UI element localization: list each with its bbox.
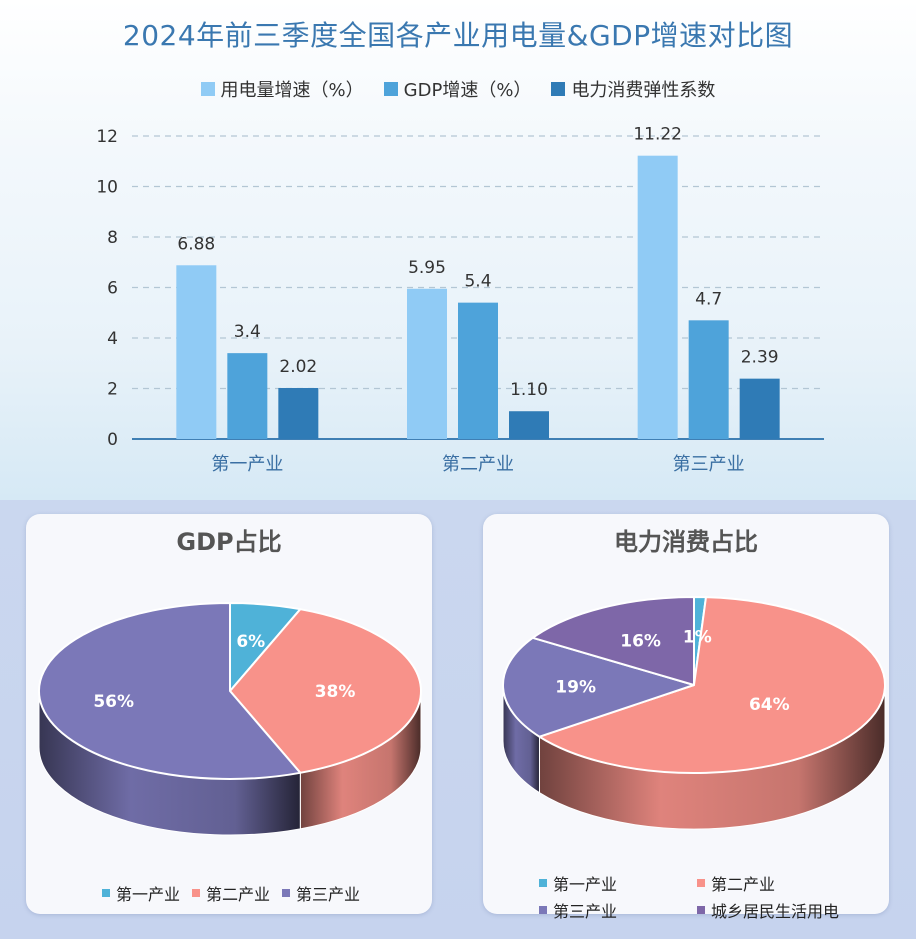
pie-legend-item-1: 第二产业 xyxy=(697,871,775,895)
bar-2-0 xyxy=(278,387,319,439)
pie-legend-swatch xyxy=(539,879,547,887)
bar-1-1 xyxy=(458,302,498,439)
legend-label: GDP增速（%） xyxy=(403,80,532,101)
pie-legend-swatch xyxy=(697,906,705,914)
bar-value-label: 2.02 xyxy=(279,357,317,377)
legend-item-2: 电力消费弹性系数 xyxy=(551,76,715,102)
legend-label: 用电量增速（%） xyxy=(220,80,364,101)
pie-value-label: 56% xyxy=(93,692,134,712)
pie-slice-1 xyxy=(229,608,422,774)
bar-value-label: 4.7 xyxy=(695,289,722,309)
pie-legend-item-3: 城乡居民生活用电 xyxy=(697,898,839,922)
bar-2-2 xyxy=(739,378,780,439)
power-share-card: 电力消费占比 1% 64% 19% 16% 第一产业 第二产业第三产业 城乡居民生活用电 xyxy=(483,514,889,921)
bar-value-label: 2.39 xyxy=(741,348,779,368)
gdp-share-pie: 6% 38% 56% xyxy=(38,602,422,836)
y-tick-label: 6 xyxy=(107,279,118,299)
pie-legend-swatch xyxy=(697,879,705,887)
bar-chart-legend: 用电量增速（%） GDP增速（%） 电力消费弹性系数 xyxy=(0,76,916,102)
bar-value-label: 3.4 xyxy=(234,322,261,342)
gdp-share-card: GDP占比 6% 38% 56% 第一产业 第二产业 第三产业 xyxy=(26,514,432,914)
y-tick-label: 10 xyxy=(96,178,118,198)
legend-item-0: 用电量增速（%） xyxy=(200,76,364,102)
pie-legend-item-2: 第三产业 xyxy=(539,898,617,922)
bar-chart-panel: 2024年前三季度全国各产业用电量&GDP增速对比图 用电量增速（%） GDP增速… xyxy=(0,0,916,500)
bar-value-label: 11.22 xyxy=(633,125,682,145)
legend-label: 电力消费弹性系数 xyxy=(571,80,716,101)
x-category-label: 第三产业 xyxy=(673,454,745,475)
x-category-label: 第二产业 xyxy=(442,454,514,475)
legend-swatch xyxy=(200,82,215,96)
pie-legend-label: 第一产业 xyxy=(553,875,618,894)
y-tick-label: 12 xyxy=(96,127,118,147)
y-tick-label: 2 xyxy=(107,380,118,400)
chart-title: 2024年前三季度全国各产业用电量&GDP增速对比图 xyxy=(122,19,794,52)
pie-legend-item-0: 第一产业 xyxy=(539,871,617,895)
bar-1-0 xyxy=(227,353,268,439)
bar-0-2 xyxy=(637,155,678,439)
bar-value-label: 6.88 xyxy=(177,234,215,254)
power-share-title: 电力消费占比 xyxy=(614,528,758,556)
power-share-pie: 1% 64% 19% 16% xyxy=(502,596,886,830)
pie-legend-swatch xyxy=(192,889,200,897)
x-category-label: 第一产业 xyxy=(211,454,283,475)
bar-value-label: 5.95 xyxy=(408,258,446,278)
pie-slice-3 xyxy=(531,596,695,686)
bar-chart: 0 2 4 6 8 10 12 6.88 3.4 2.02 第一产业 5.95 5.4 1.10 第二产业 1… xyxy=(96,125,824,475)
bar-0-0 xyxy=(176,265,217,439)
pie-slice-1 xyxy=(538,596,886,774)
legend-swatch xyxy=(383,82,398,96)
pie-value-label: 1% xyxy=(683,628,712,648)
pie-legend-swatch xyxy=(282,889,290,897)
pie-slice-2 xyxy=(38,602,302,780)
pie-value-label: 19% xyxy=(555,678,596,698)
legend-item-1: GDP增速（%） xyxy=(383,76,532,102)
pie-legend-label: 第三产业 xyxy=(553,902,618,921)
y-tick-label: 0 xyxy=(107,430,118,450)
pie-value-label: 6% xyxy=(236,632,265,652)
gdp-share-title: GDP占比 xyxy=(176,528,282,556)
pie-legend-swatch xyxy=(539,906,547,914)
pie-legend-item-1: 第二产业 xyxy=(192,881,270,905)
bar-value-label: 5.4 xyxy=(464,272,491,292)
pie-value-label: 38% xyxy=(315,682,356,702)
pie-legend-label: 第一产业 xyxy=(116,885,181,904)
pie-legend-item-0: 第一产业 xyxy=(102,881,180,905)
y-tick-label: 8 xyxy=(107,228,118,248)
bar-1-2 xyxy=(688,320,729,439)
pie-slice-2 xyxy=(502,636,695,738)
bar-0-1 xyxy=(407,288,447,439)
legend-swatch xyxy=(551,82,566,96)
y-tick-label: 4 xyxy=(107,329,118,349)
pie-legend-label: 第二产业 xyxy=(206,885,271,904)
pie-legend-swatch xyxy=(102,889,110,897)
pie-value-label: 16% xyxy=(620,631,661,651)
pie-legend-label: 第二产业 xyxy=(711,875,776,894)
pie-legend-item-2: 第三产业 xyxy=(282,881,360,905)
pie-legend-label: 城乡居民生活用电 xyxy=(711,902,840,921)
bar-value-label: 1.10 xyxy=(510,380,548,400)
bar-2-1 xyxy=(509,411,549,439)
pie-legend-label: 第三产业 xyxy=(296,885,361,904)
pie-value-label: 64% xyxy=(749,695,790,715)
